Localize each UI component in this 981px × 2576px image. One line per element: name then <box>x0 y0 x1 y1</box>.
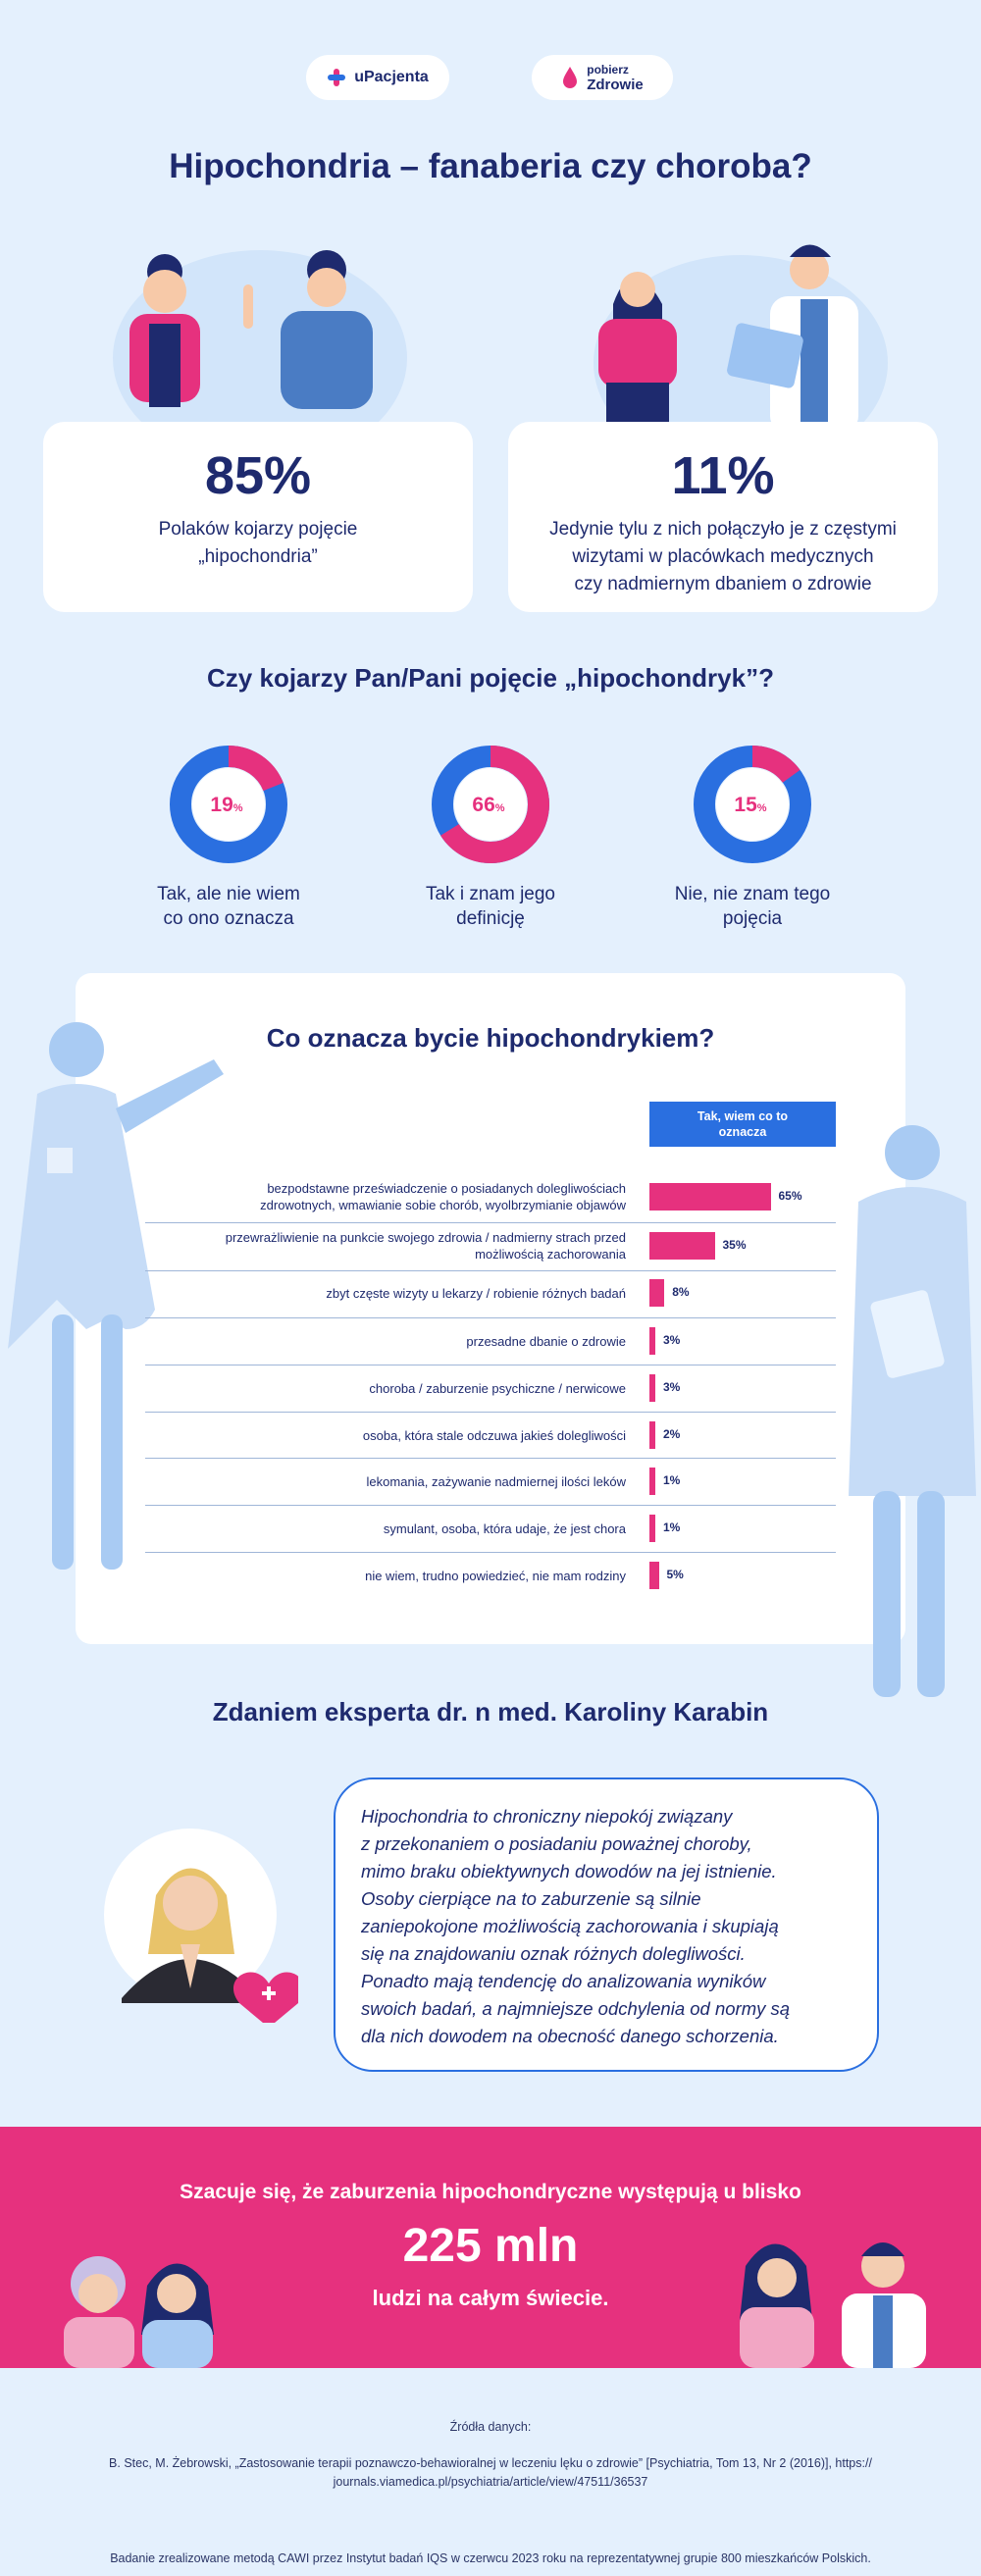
bar <box>649 1374 655 1402</box>
zdrowie-logo-text: Zdrowie <box>587 77 644 93</box>
doctor-woman-illustration <box>8 1022 224 1570</box>
estimate-line2: ludzi na całym świecie. <box>372 2286 609 2310</box>
quote-line: Osoby cierpiące na to zaburzenie są siln… <box>361 1888 701 1909</box>
bar <box>649 1562 659 1589</box>
quote-line: swoich badań, a najmniejsze odchylenia o… <box>361 1998 791 2019</box>
bar-value-label: 2% <box>663 1427 681 1441</box>
page-title: Hipochondria – fanaberia czy choroba? <box>169 147 812 185</box>
row-divider <box>145 1552 836 1553</box>
row-divider <box>145 1412 836 1413</box>
stat-text-line: Polaków kojarzy pojęcie <box>158 519 358 540</box>
donut-segment <box>432 746 549 863</box>
bar <box>649 1421 655 1449</box>
quote-line: dla nich dowodem na obecność danego scho… <box>361 2026 779 2046</box>
stat-card-85: 85% Polaków kojarzy pojęcie „hipochondri… <box>43 422 473 612</box>
bar-category-label: zbyt częste wizyty u lekarzy / robienie … <box>326 1285 626 1301</box>
stat-text-line: „hipochondria” <box>198 546 318 567</box>
bar <box>649 1279 665 1307</box>
estimate-line1: Szacuje się, że zaburzenia hipochondrycz… <box>180 2181 801 2203</box>
quote-line: z przekonaniem o posiadaniu poważnej cho… <box>361 1833 752 1854</box>
bar <box>649 1183 771 1211</box>
upacjenta-logo-text: uPacjenta <box>354 69 429 85</box>
donut-segment <box>170 746 287 863</box>
stat-value: 85% <box>204 446 312 505</box>
legend-box: Tak, wiem co to oznacza <box>649 1102 836 1147</box>
source-citation: B. Stec, M. Żebrowski, „Zastosowanie ter… <box>0 2454 981 2492</box>
donut-chart: 15% Nie, nie znam tego pojęcia <box>635 744 870 931</box>
quote-text: Hipochondria to chroniczny niepokój zwią… <box>361 1803 852 2050</box>
bar-category-label: przesadne dbanie o zdrowie <box>466 1333 626 1349</box>
row-divider <box>145 1270 836 1271</box>
donut-label: Nie, nie znam tego pojęcia <box>674 884 831 929</box>
bar-category-label: lekomania, zażywanie nadmiernej ilości l… <box>366 1473 626 1489</box>
bar-category-label: osoba, która stale odczuwa jakieś dolegl… <box>362 1427 626 1443</box>
bar-value-label: 5% <box>666 1568 684 1581</box>
bar-category-label: choroba / zaburzenie psychiczne / nerwic… <box>369 1380 626 1396</box>
expert-quote: Hipochondria to chroniczny niepokój zwią… <box>334 1777 879 2072</box>
donut-svg: 19% <box>170 746 287 863</box>
people-illustration-left <box>113 250 407 437</box>
bar-category-label: symulant, osoba, która udaje, że jest ch… <box>383 1520 626 1536</box>
study-note: Badanie zrealizowane metodą CAWI przez I… <box>110 2551 871 2565</box>
estimate-number: 225 mln <box>402 2220 579 2272</box>
legend-label: Tak, wiem co to <box>697 1109 789 1123</box>
bar-value-label: 3% <box>663 1333 681 1347</box>
legend-label: oznacza <box>718 1125 767 1139</box>
bar <box>649 1327 655 1355</box>
patient-doctor-illustration <box>740 2242 926 2368</box>
stat-text-line: wizytami w placówkach medycznych <box>572 546 874 567</box>
row-divider <box>145 1458 836 1459</box>
drop-logo-icon <box>563 67 578 88</box>
quote-line: zaniepokojone możliwością zachorowania i… <box>361 1916 779 1936</box>
bar-value-label: 1% <box>663 1520 681 1534</box>
stat-text-line: Jedynie tylu z nich połączyło je z częst… <box>549 519 897 540</box>
bar-category-label: bezpodstawne przeświadczenie o posiadany… <box>260 1181 626 1212</box>
cross-logo-icon <box>328 69 346 86</box>
row-divider <box>145 1222 836 1223</box>
bar <box>649 1232 715 1260</box>
stat-value: 11% <box>671 446 775 505</box>
donut-svg: 15% <box>694 746 811 863</box>
stat-card-11: 11% Jedynie tylu z nich połączyło je z c… <box>508 422 938 612</box>
row-divider <box>145 1317 836 1318</box>
doctor-man-illustration <box>849 1125 976 1697</box>
pobierz-zdrowie-logo: pobierz Zdrowie <box>532 55 673 100</box>
quote-line: Ponadto mają tendencję do analizowania w… <box>361 1971 766 1991</box>
donut-label: Tak i znam jego definicję <box>425 884 555 929</box>
women-illustration <box>64 2256 214 2368</box>
bar <box>649 1515 655 1542</box>
row-divider <box>145 1505 836 1506</box>
donut-label: Tak, ale nie wiem co ono oznacza <box>157 884 300 929</box>
quote-line: się na znajdowaniu oznak różnych dolegli… <box>361 1943 746 1964</box>
bar-category-label: nie wiem, trudno powiedzieć, nie mam rod… <box>365 1568 626 1583</box>
sources-label: Źródła danych: <box>449 2420 532 2434</box>
doctor-patient-illustration <box>594 244 888 437</box>
quote-line: mimo braku obiektywnych dowodów na jej i… <box>361 1861 777 1881</box>
bar-value-label: 65% <box>778 1189 802 1203</box>
upacjenta-logo: uPacjenta <box>306 55 449 100</box>
stat-text-line: czy nadmiernym dbaniem o zdrowie <box>574 574 872 594</box>
chart-card <box>76 973 905 1644</box>
donut-segment <box>694 746 811 863</box>
donuts-heading: Czy kojarzy Pan/Pani pojęcie „hipochondr… <box>207 663 774 693</box>
source-line: B. Stec, M. Żebrowski, „Zastosowanie ter… <box>109 2456 872 2470</box>
expert-heading: Zdaniem eksperta dr. n med. Karoliny Kar… <box>212 1697 769 1726</box>
chart-heading: Co oznacza bycie hipochondrykiem? <box>266 1023 715 1053</box>
donut-chart: 66% Tak i znam jego definicję <box>373 744 608 931</box>
bar <box>649 1468 655 1495</box>
bar-value-label: 1% <box>663 1473 681 1487</box>
pobierz-logo-text: pobierz <box>587 63 629 77</box>
bar-value-label: 3% <box>663 1380 681 1394</box>
bar-category-label: przewrażliwienie na punkcie swojego zdro… <box>225 1230 626 1262</box>
bar-value-label: 35% <box>722 1238 747 1252</box>
source-line: journals.viamedica.pl/psychiatria/articl… <box>333 2475 648 2489</box>
expert-photo <box>104 1829 298 2023</box>
bar-value-label: 8% <box>672 1285 690 1299</box>
quote-line: Hipochondria to chroniczny niepokój zwią… <box>361 1806 733 1827</box>
donut-chart: 19% Tak, ale nie wiem co ono oznacza <box>111 744 346 931</box>
donut-svg: 66% <box>432 746 549 863</box>
